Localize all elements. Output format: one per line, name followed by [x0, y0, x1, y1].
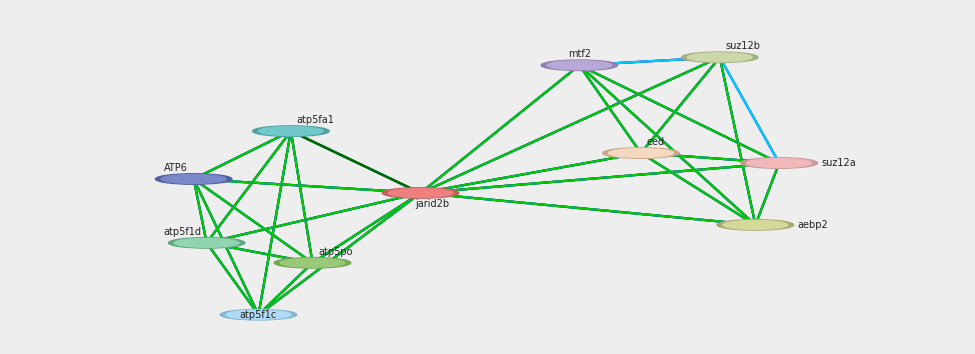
- Ellipse shape: [603, 148, 680, 158]
- Ellipse shape: [253, 126, 330, 136]
- Text: atp5fa1: atp5fa1: [296, 115, 334, 125]
- Ellipse shape: [220, 309, 296, 320]
- Text: suz12a: suz12a: [821, 158, 856, 168]
- Ellipse shape: [274, 258, 351, 268]
- Ellipse shape: [541, 60, 617, 70]
- Text: mtf2: mtf2: [567, 50, 591, 59]
- Ellipse shape: [382, 188, 459, 198]
- Text: atp5f1c: atp5f1c: [240, 310, 277, 320]
- Ellipse shape: [175, 238, 239, 247]
- Ellipse shape: [687, 53, 752, 62]
- Text: atp5f1d: atp5f1d: [163, 227, 201, 237]
- Ellipse shape: [682, 52, 758, 63]
- Ellipse shape: [258, 127, 324, 136]
- Ellipse shape: [747, 159, 811, 167]
- Text: aebp2: aebp2: [798, 220, 829, 230]
- Ellipse shape: [161, 175, 226, 183]
- Ellipse shape: [723, 221, 788, 229]
- Ellipse shape: [169, 238, 245, 248]
- Text: jarid2b: jarid2b: [415, 199, 449, 209]
- Text: suz12b: suz12b: [725, 41, 760, 51]
- Text: atp5po: atp5po: [318, 247, 352, 257]
- Ellipse shape: [547, 61, 611, 70]
- Ellipse shape: [155, 174, 232, 184]
- Ellipse shape: [226, 310, 291, 319]
- Ellipse shape: [280, 258, 345, 267]
- Ellipse shape: [718, 219, 794, 230]
- Ellipse shape: [608, 149, 674, 158]
- Text: eed: eed: [646, 137, 664, 147]
- Ellipse shape: [388, 189, 453, 198]
- Ellipse shape: [741, 158, 817, 168]
- Text: ATP6: ATP6: [165, 163, 188, 173]
